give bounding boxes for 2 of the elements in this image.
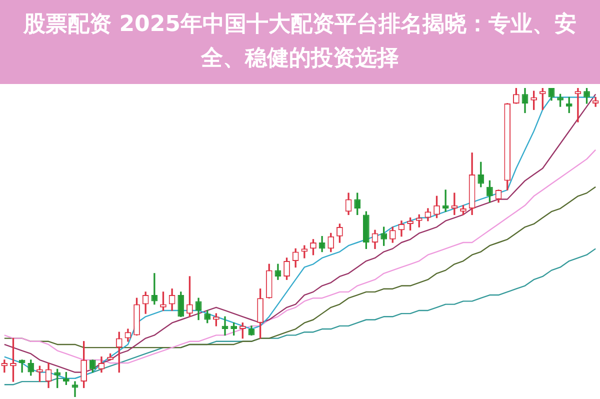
banner: 股票配资 2025年中国十大配资平台排名揭晓：专业、安全、稳健的投资选择	[0, 0, 600, 84]
chart-title: 股票配资 2025年中国十大配资平台排名揭晓：专业、安全、稳健的投资选择	[22, 10, 578, 73]
